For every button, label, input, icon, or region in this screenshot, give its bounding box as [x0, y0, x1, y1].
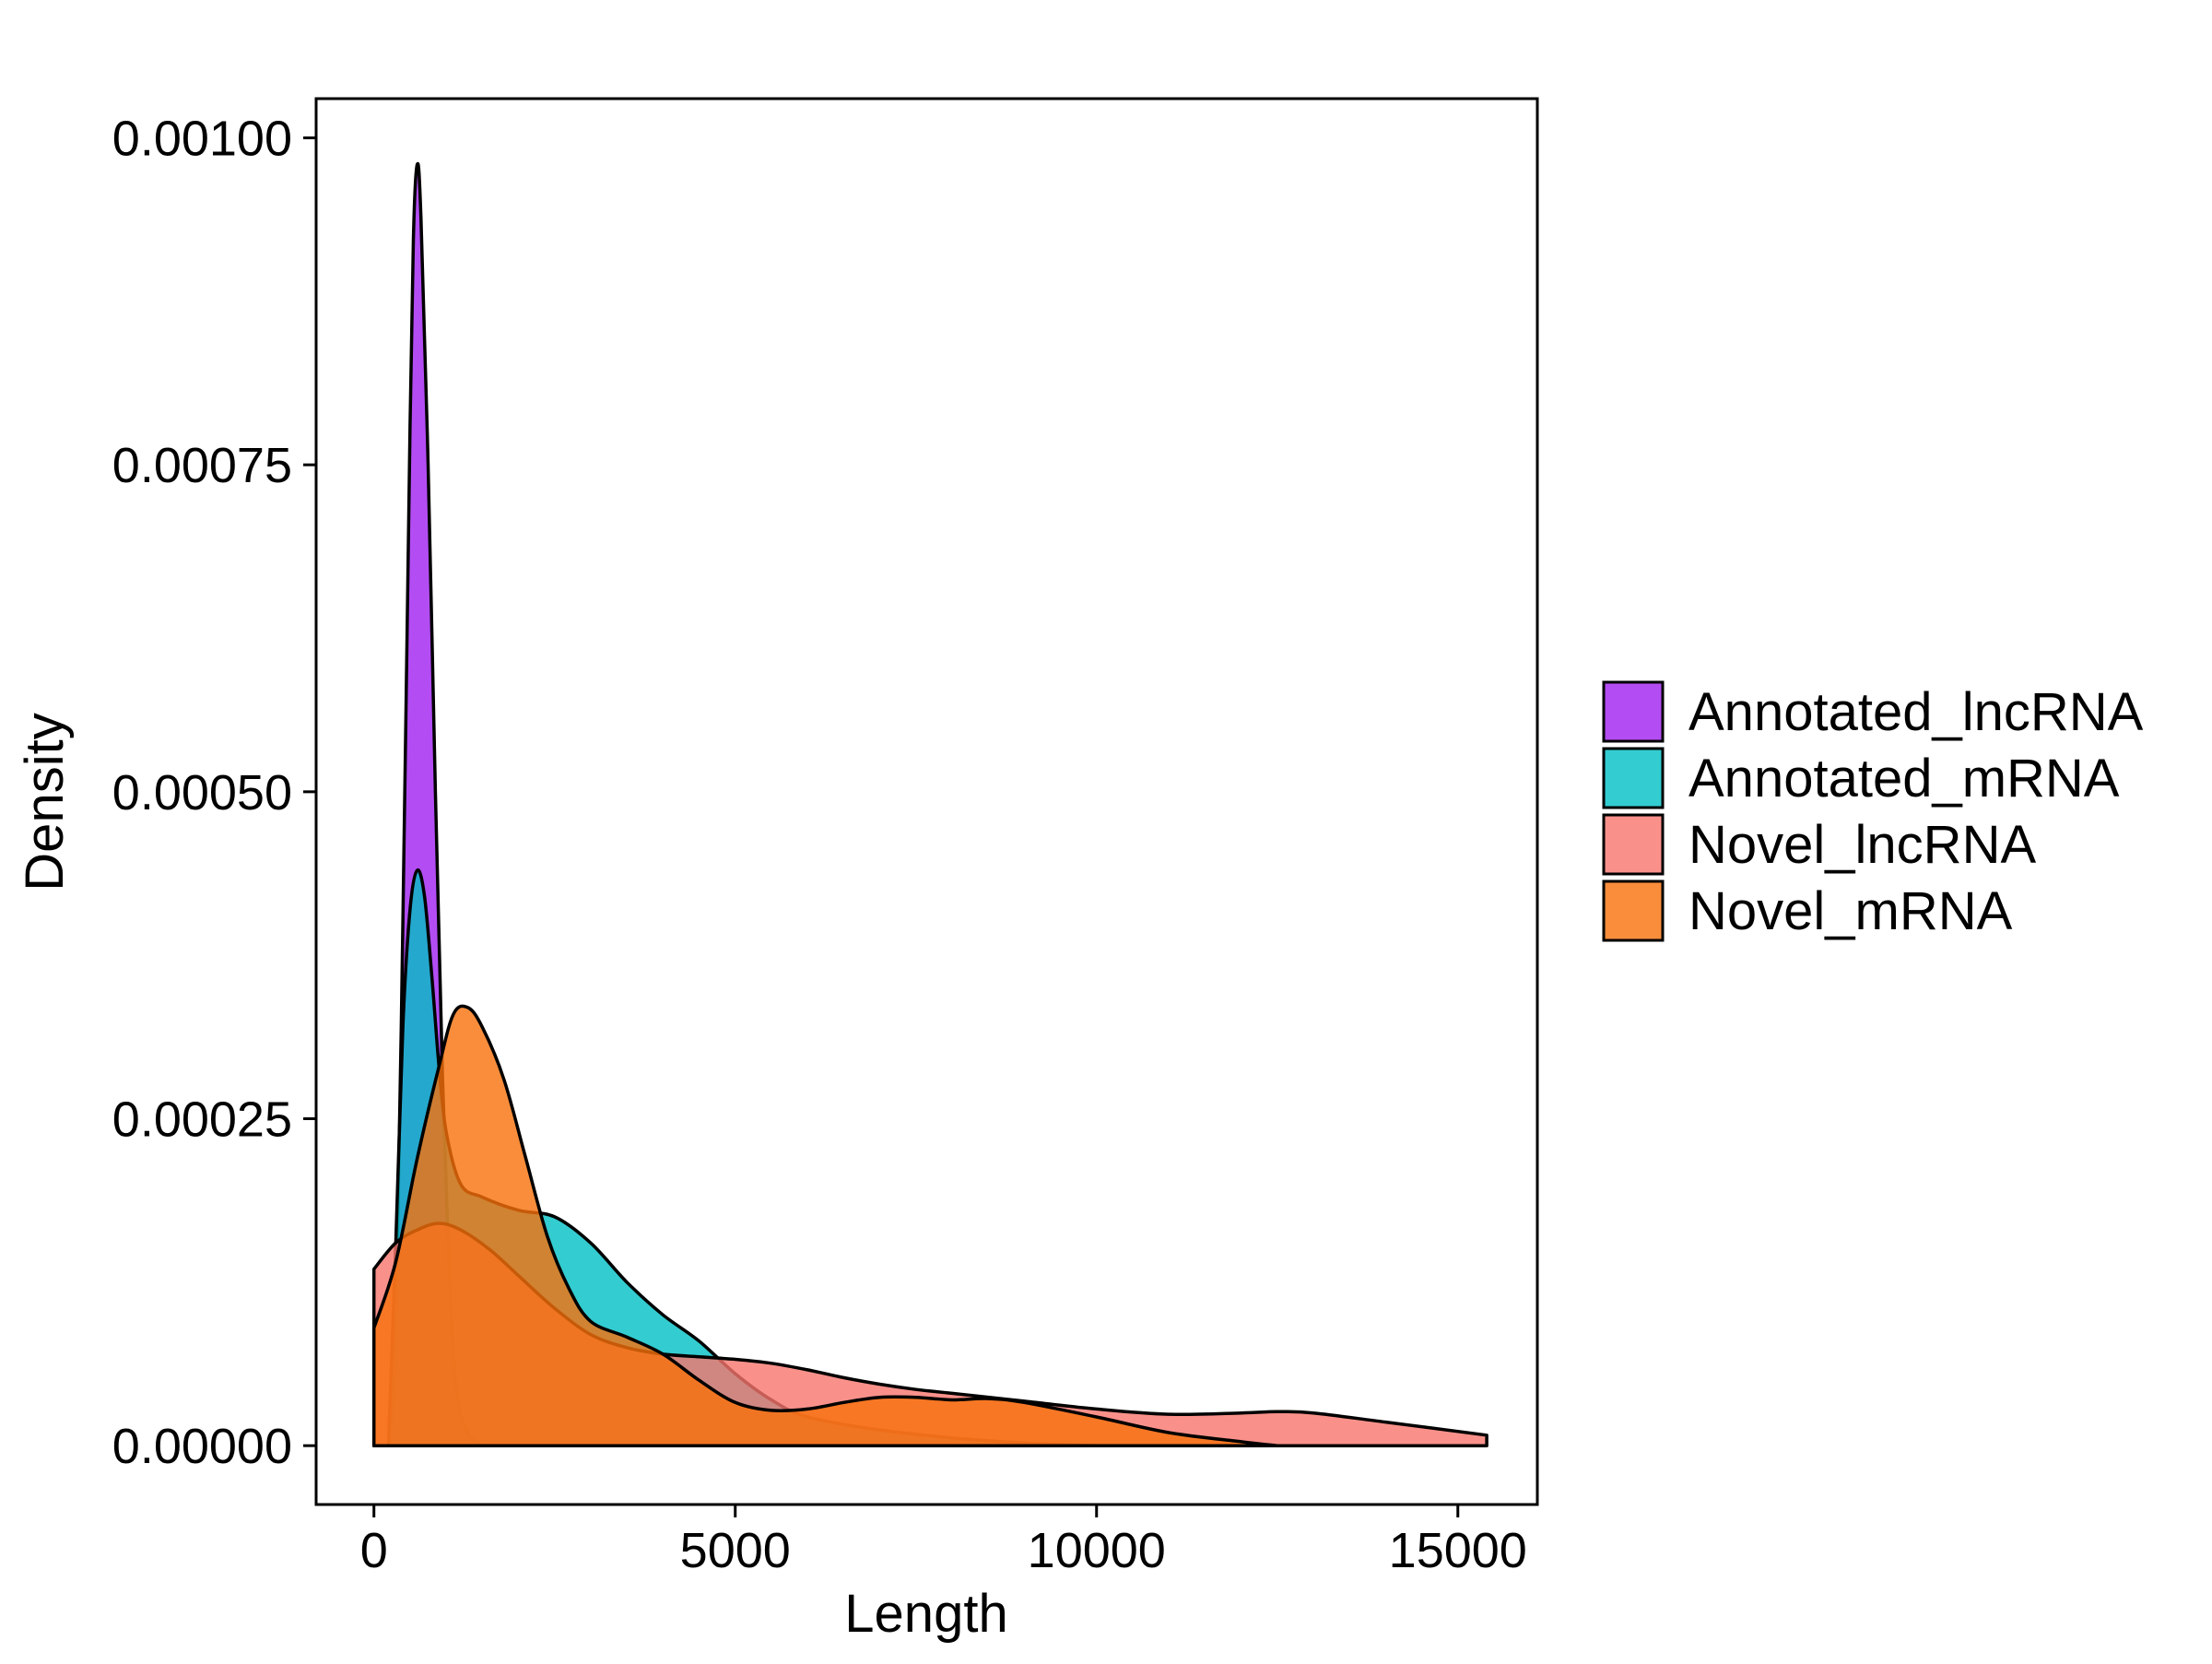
legend-label-novel-lncrna: Novel_lncRNA — [1688, 815, 2036, 875]
density-area-novel-mrna — [371, 1004, 1279, 1447]
y-tick-label: 0.00025 — [112, 1092, 292, 1148]
legend-key-annotated-mrna — [1602, 747, 1665, 809]
x-axis-title: Length — [844, 1584, 1007, 1644]
y-tick-label: 0.00000 — [112, 1419, 292, 1474]
x-tick-label: 10000 — [1028, 1523, 1166, 1578]
legend-label-annotated-lncrna: Annotated_lncRNA — [1688, 682, 2144, 742]
y-axis-title: Density — [15, 713, 75, 891]
legend-label-annotated-mrna: Annotated_mRNA — [1688, 749, 2120, 808]
y-tick-label: 0.00050 — [112, 765, 292, 820]
legend: Annotated_lncRNA Annotated_mRNA Novel_lncR… — [1602, 680, 2144, 942]
x-axis: 0 5000 10000 15000 — [316, 1503, 1537, 1578]
x-tick-label: 15000 — [1389, 1523, 1527, 1578]
legend-key-annotated-lncrna — [1602, 680, 1665, 743]
series-layer — [371, 161, 1488, 1447]
y-tick-label: 0.00100 — [112, 112, 292, 167]
legend-key-novel-lncrna — [1602, 813, 1665, 876]
legend-key-novel-mrna — [1602, 879, 1665, 942]
y-tick-label: 0.00075 — [112, 438, 292, 493]
x-tick-label: 0 — [360, 1523, 388, 1578]
x-tick-label: 5000 — [680, 1523, 791, 1578]
y-axis: 0.00000 0.00025 0.00050 0.00075 0.00100 — [112, 99, 318, 1505]
legend-label-novel-mrna: Novel_mRNA — [1688, 881, 2013, 941]
